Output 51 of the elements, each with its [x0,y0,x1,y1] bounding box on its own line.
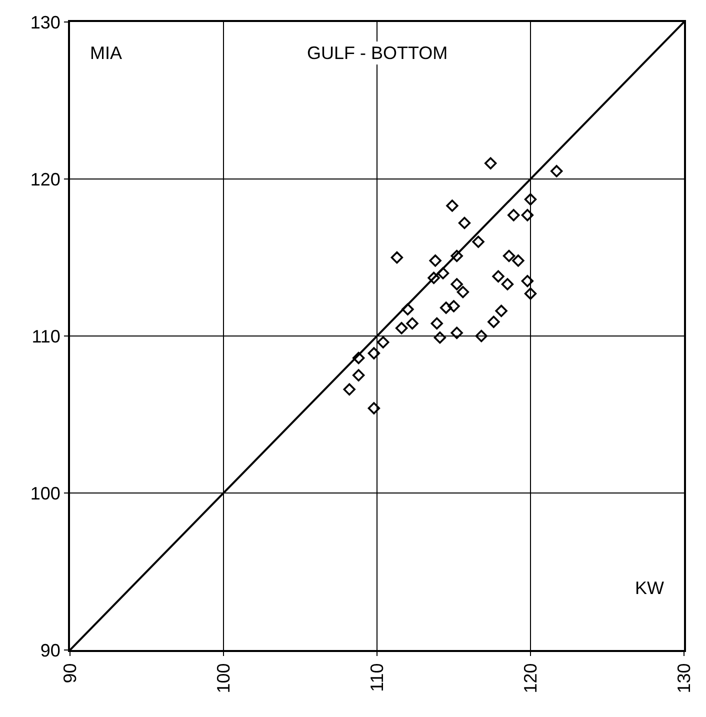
annotation: MIA [90,43,122,63]
point [440,302,452,314]
point [450,326,463,339]
point [352,352,365,364]
point [446,200,458,212]
x-tick-label: 120 [520,663,540,694]
y-tick-label: 130 [30,12,60,32]
point [472,236,484,248]
point [436,267,450,280]
x-tick-label: 90 [60,663,80,684]
y-tick-label: 120 [30,169,60,190]
point [492,270,504,282]
point [390,251,404,264]
point [450,278,463,290]
y-tick-label: 90 [40,640,60,660]
point [377,336,390,348]
point [406,317,418,330]
point [521,274,534,288]
point [448,300,460,312]
point [475,330,488,342]
point [524,288,537,300]
x-tick-label: 100 [213,663,234,694]
point [343,383,356,396]
point [368,402,380,414]
y-tick-label: 110 [32,326,60,346]
x-tick-label: 110 [366,663,387,692]
annotation: GULF - BOTTOM [307,43,448,63]
annotation: KW [635,578,664,598]
point [512,254,524,267]
point [395,322,408,334]
point [450,250,463,262]
point [368,347,380,360]
point [430,317,443,330]
point [501,278,514,290]
y-tick-label: 100 [30,483,60,504]
point [458,216,471,230]
point [508,209,520,222]
point [521,209,534,222]
point [352,369,365,382]
point [456,286,470,298]
point [434,331,446,344]
point [484,157,497,170]
point [550,165,563,178]
x-tick-label: 130 [674,663,694,694]
point [524,193,537,206]
point [488,316,500,328]
point [428,272,440,284]
point [429,254,442,267]
point [402,303,414,316]
point [495,304,508,317]
point [502,250,516,262]
